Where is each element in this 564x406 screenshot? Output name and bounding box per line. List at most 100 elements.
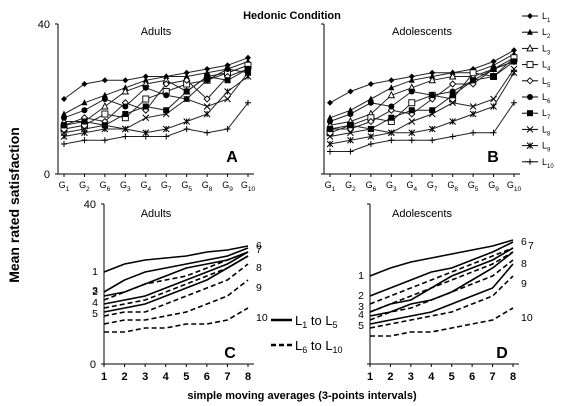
series-marker-l9 [162, 125, 170, 133]
series-marker-l2 [347, 106, 354, 113]
legend-label-l4: L4 [542, 60, 551, 73]
series-marker-l7 [429, 107, 436, 114]
x-tick-label: 7 [490, 371, 496, 383]
x-tick-label: G8 [202, 180, 213, 193]
legend-marker [527, 158, 533, 165]
series-marker-l10 [61, 141, 67, 147]
x-tick-label: 6 [204, 371, 210, 383]
panel-letter: C [224, 345, 236, 362]
x-tick-label: 4 [428, 371, 435, 383]
series-line-6 [103, 251, 249, 301]
legend-marker [526, 61, 534, 69]
series-marker-l2 [101, 91, 108, 98]
panel-subtitle: Adolescents [392, 26, 452, 38]
series-line-5 [369, 263, 514, 325]
series-line-l5 [330, 61, 515, 130]
panel-subtitle: Adolescents [392, 208, 452, 220]
legend-label-l1: L1 [542, 11, 551, 24]
series-marker-l2 [367, 95, 374, 102]
series-line-l3 [64, 64, 249, 122]
series-marker-l7 [327, 126, 333, 132]
x-tick-label: G1 [325, 180, 336, 193]
series-marker-l1 [347, 88, 354, 95]
legend-marker [527, 94, 533, 100]
series-marker-l3 [428, 75, 436, 84]
series-marker-l8 [490, 95, 497, 103]
series-marker-l6 [408, 88, 415, 95]
series-marker-l1 [204, 66, 211, 72]
panel-letter: B [487, 149, 499, 166]
series-line-l4 [329, 57, 515, 134]
x-tick-label: 8 [245, 371, 251, 383]
series-marker-l10 [163, 133, 170, 140]
series-marker-l10 [183, 126, 190, 132]
series-marker-l1 [81, 81, 88, 87]
x-tick-label: 7 [224, 371, 230, 383]
panel-a: 0 40 G1 G2 G6 G3 G4 G7 G5 G8 G9 G10 Adults A [38, 19, 256, 193]
series-marker-l1 [142, 73, 149, 80]
x-tick-label: G6 [366, 180, 377, 193]
series-marker-l9 [326, 140, 334, 148]
series-marker-l6 [388, 103, 395, 110]
x-tick-label: 2 [387, 371, 393, 383]
panel-letter: A [226, 149, 238, 166]
series-marker-l9 [428, 125, 436, 133]
series-marker-l6 [122, 103, 129, 110]
series-marker-l9 [203, 110, 211, 118]
series-line-7 [103, 255, 249, 309]
x-axis-label-bottom: simple moving averages (3-points interva… [187, 390, 417, 402]
series-label: 8 [521, 258, 527, 270]
series-marker-l6 [142, 84, 149, 91]
series-marker-l6 [61, 114, 67, 121]
series-marker-l7 [245, 66, 251, 72]
series-marker-l3 [121, 86, 130, 95]
series-label: 7 [528, 240, 534, 252]
series-line-6 [369, 247, 514, 305]
series-marker-l9 [510, 69, 518, 77]
series-marker-l2 [327, 114, 333, 121]
series-marker-l9 [469, 110, 477, 118]
y-axis-label: Mean rated satisfaction [6, 127, 22, 283]
x-tick-label: G5 [181, 180, 192, 193]
series-marker-l7 [224, 77, 231, 84]
x-tick-label: G4 [140, 180, 151, 193]
series-marker-l9 [101, 125, 109, 133]
series-marker-l1 [367, 81, 374, 87]
x-tick-label: G2 [79, 180, 90, 193]
legend-label-l2: L2 [542, 27, 551, 40]
x-tick-label: G9 [488, 180, 499, 193]
series-marker-l5 [183, 76, 191, 84]
series-line-1 [369, 239, 514, 277]
series-marker-l8 [428, 110, 436, 118]
legend-marker [526, 77, 534, 85]
series-line-l2 [329, 53, 515, 119]
series-marker-l7 [61, 122, 67, 129]
series-marker-l2 [183, 73, 190, 79]
legend-marker [526, 142, 534, 149]
series-line-l6 [63, 68, 249, 119]
legend-marker [526, 126, 534, 133]
x-tick-label: 1 [101, 371, 107, 383]
series-marker-l8 [449, 99, 457, 107]
series-marker-l5 [449, 80, 457, 88]
series-marker-l10 [388, 137, 395, 144]
series-line-9 [103, 279, 249, 325]
series-marker-l3 [101, 101, 109, 110]
series-marker-l9 [449, 118, 457, 125]
series-marker-l8 [408, 118, 416, 125]
style-legend-dashed-label: L6 to L10 [295, 338, 343, 355]
series-marker-l1 [61, 96, 67, 102]
series-marker-l10 [142, 133, 149, 140]
x-tick-label: G10 [507, 180, 522, 193]
series-marker-l7 [142, 103, 149, 110]
series-line-l1 [329, 49, 515, 104]
series-line-3 [103, 251, 249, 297]
series-marker-l2 [81, 99, 88, 106]
x-tick-label: 3 [142, 371, 148, 383]
series-label: 10 [521, 312, 533, 324]
series-marker-l7 [388, 114, 395, 121]
series-line-2 [369, 241, 514, 297]
series-marker-l6 [347, 111, 354, 117]
